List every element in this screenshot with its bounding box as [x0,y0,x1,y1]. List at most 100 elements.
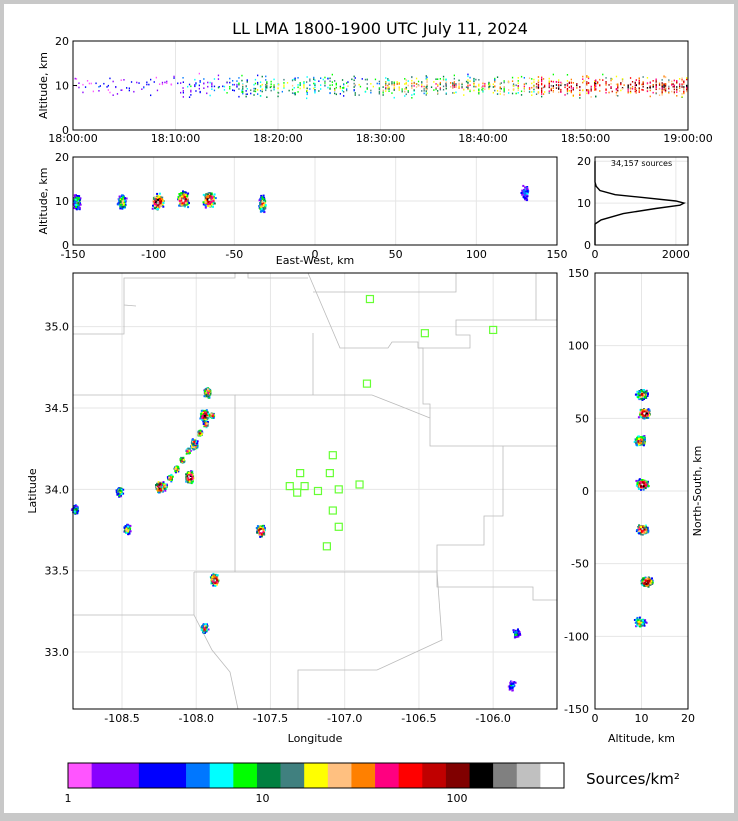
source-cell [282,91,283,93]
source-cell [180,458,182,460]
source-cell [178,193,180,195]
source-cell [295,92,296,94]
source-cell [595,88,596,90]
source-cell [674,91,675,93]
source-cell [159,202,161,204]
y-tick-label: 20 [55,35,69,48]
source-cell [159,199,161,201]
source-cell [340,86,341,88]
source-cell [209,202,211,204]
source-cell [260,86,261,88]
source-cell [686,87,687,89]
source-cell [218,75,219,77]
source-cell [579,97,580,99]
source-cell [437,84,438,86]
source-cell [189,481,191,483]
source-cell [259,204,261,206]
source-cell [676,91,677,93]
source-cell [440,84,441,86]
source-cell [551,81,552,83]
source-cell [681,78,682,80]
source-cell [531,78,532,80]
source-cell [117,203,119,205]
source-cell [387,80,388,82]
source-cell [501,82,502,84]
source-cell [329,92,330,94]
source-cell [452,87,453,89]
source-cell [259,536,261,538]
source-cell [686,79,687,81]
source-cell [529,88,530,90]
source-cell [203,201,205,203]
source-cell [309,79,310,81]
source-cell [238,77,239,79]
source-cell [77,202,79,204]
source-cell [676,89,677,91]
source-cell [253,90,254,92]
source-cell [329,80,330,82]
source-cell [586,84,587,86]
source-cell [292,80,293,82]
source-cell [406,94,407,96]
source-cell [388,87,389,89]
source-cell [663,86,664,88]
source-cell [404,91,405,93]
source-cell [343,87,344,89]
source-cell [75,78,76,80]
source-cell [309,80,310,82]
source-cell [234,90,235,92]
source-cell [602,79,603,81]
source-cell [504,82,505,84]
source-cell [440,78,441,80]
source-cell [391,83,392,85]
source-cell [551,88,552,90]
source-cell [541,80,542,82]
source-cell [214,203,216,205]
source-cell [189,452,191,454]
source-cell [463,89,464,91]
source-cell [416,86,417,88]
source-cell [188,475,190,477]
source-cell [109,78,110,80]
source-cell [686,91,687,93]
source-cell [113,81,114,83]
source-cell [295,78,296,80]
source-cell [190,90,191,92]
source-cell [300,85,301,87]
source-cell [524,86,525,88]
source-cell [187,86,188,88]
source-cell [307,76,308,78]
source-cell [414,85,415,87]
source-cell [307,90,308,92]
source-cell [184,205,186,207]
source-cell [379,87,380,89]
source-cell [443,80,444,82]
source-cell [488,82,489,84]
source-cell [129,525,131,527]
source-cell [355,77,356,79]
source-cell [440,82,441,84]
source-cell [314,84,315,86]
source-cell [523,190,525,192]
figure-title: LL LMA 1800-1900 UTC July 11, 2024 [232,19,528,38]
source-cell [95,83,96,85]
source-cell [617,85,618,87]
source-cell [210,193,212,195]
source-cell [383,94,384,96]
source-cell [504,80,505,82]
source-cell [643,89,644,91]
source-cell [242,84,243,86]
source-cell [283,84,284,86]
source-cell [435,78,436,80]
source-cell [283,82,284,84]
source-cell [143,87,144,89]
source-cell [75,206,77,208]
source-cell [591,86,592,88]
source-cell [549,83,550,85]
source-cell [383,86,384,88]
source-cell [531,94,532,96]
source-cell [212,200,214,202]
source-cell [126,87,127,89]
source-cell [283,79,284,81]
